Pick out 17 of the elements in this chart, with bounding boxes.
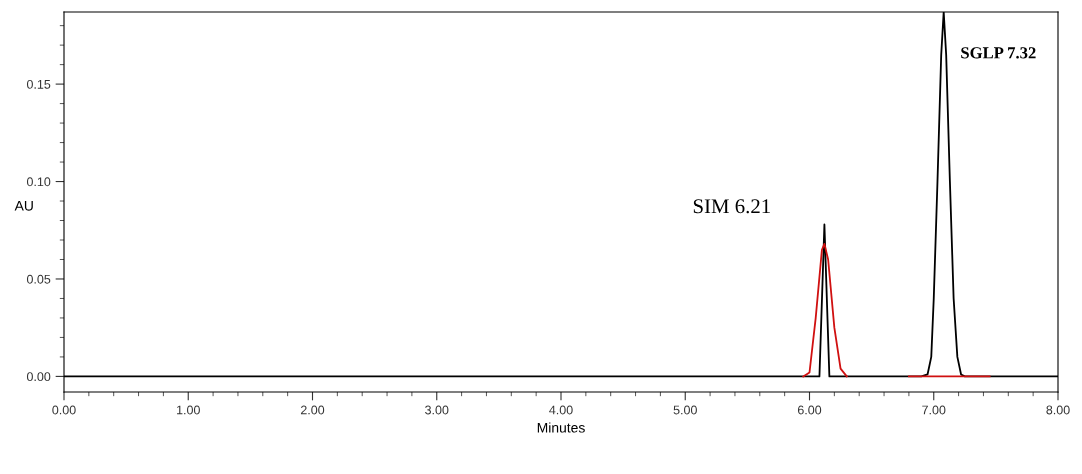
x-tick-label: 6.00 — [797, 405, 822, 415]
annotation: SGLP 7.32 — [961, 47, 1036, 59]
annotation: SIM 6.21 — [693, 199, 770, 214]
x-tick-label: 8.00 — [1046, 405, 1070, 415]
y-tick-label: 0.15 — [26, 79, 51, 89]
y-tick-label: 0.00 — [26, 372, 51, 382]
x-axis-title: Minutes — [537, 422, 585, 433]
x-tick-label: 1.00 — [177, 405, 200, 415]
x-tick-label: 5.00 — [673, 405, 697, 415]
x-tick-label: 3.00 — [425, 405, 449, 415]
y-axis-title: AU — [14, 200, 33, 211]
x-tick-label: 2.00 — [300, 405, 325, 415]
x-tick-label: 4.00 — [549, 405, 573, 415]
y-tick-label: 0.10 — [26, 177, 51, 187]
x-tick-label: 0.00 — [52, 405, 76, 415]
x-tick-label: 7.00 — [922, 405, 946, 415]
y-tick-label: 0.05 — [26, 274, 51, 284]
